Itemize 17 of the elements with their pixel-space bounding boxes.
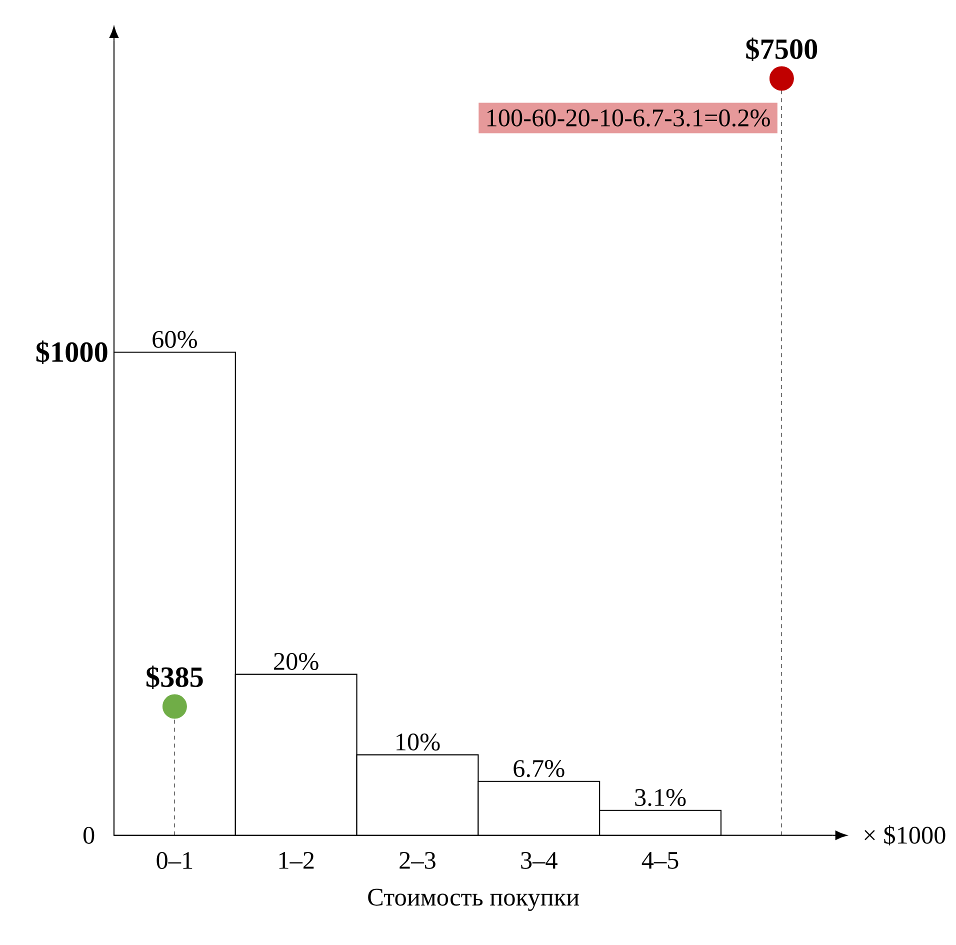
data-label: 60% [152, 330, 197, 348]
x-tick-label: 3–4 [521, 852, 558, 869]
text: $7500 [746, 37, 818, 61]
text: 0 [83, 826, 94, 844]
data-label: 20% [274, 652, 318, 670]
data-label: 3.1% [635, 788, 686, 806]
x-tick-label: 4–5 [642, 852, 678, 869]
text: × $1000 [864, 825, 946, 846]
data-label: 6.7% [514, 760, 564, 777]
annotation: $385 [146, 665, 203, 689]
annotation: 100-60-20-10-6.7-3.1=0.2% [487, 109, 770, 126]
x-axis-title: Стоимость покупки [368, 888, 580, 911]
x-tick-label: 1–2 [279, 852, 314, 869]
data-label: 10% [396, 733, 440, 750]
text: $1000 [36, 340, 108, 364]
x-tick-label: 2–3 [400, 852, 436, 869]
x-tick-label: 0–1 [156, 852, 192, 869]
